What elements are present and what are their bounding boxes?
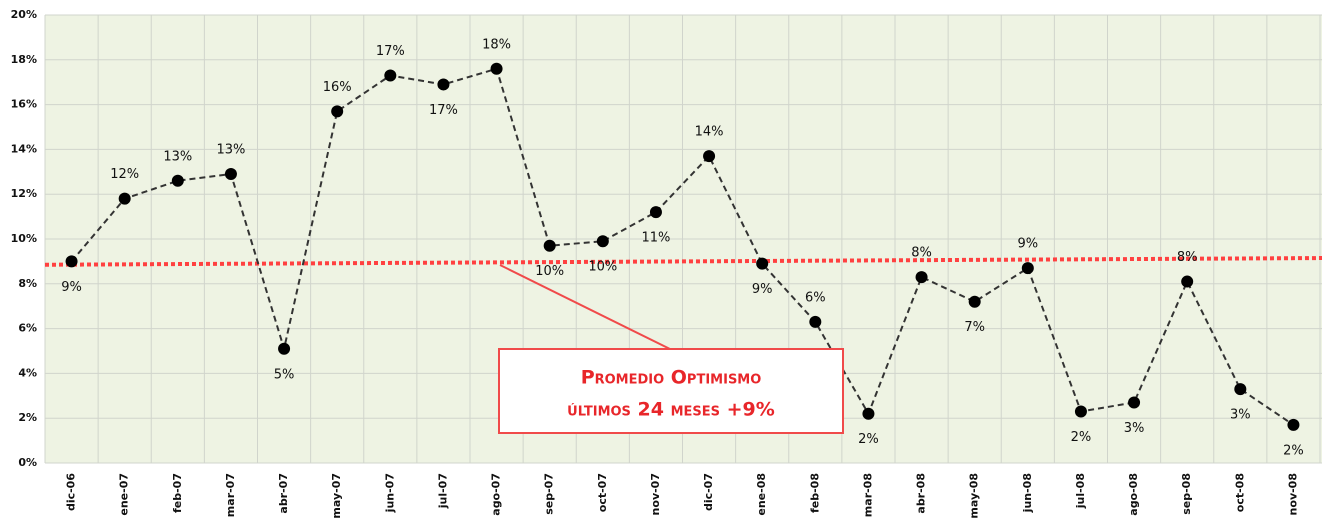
x-tick-label: sep-07 <box>543 473 556 515</box>
data-label: 13% <box>163 149 192 164</box>
data-point <box>915 271 928 284</box>
data-label: 18% <box>482 37 511 52</box>
data-point <box>1128 396 1141 409</box>
data-point <box>490 62 503 75</box>
data-label: 5% <box>274 367 295 382</box>
data-point <box>703 150 716 163</box>
y-tick-label: 4% <box>18 366 37 379</box>
x-tick-label: sep-08 <box>1180 473 1193 515</box>
data-label: 2% <box>1283 443 1304 458</box>
data-label: 14% <box>695 125 724 140</box>
x-tick-label: dic-07 <box>702 473 715 511</box>
annotation-pointer <box>499 264 671 350</box>
x-tick-label: jul-07 <box>436 473 449 509</box>
data-point <box>968 295 981 308</box>
data-point <box>65 255 78 268</box>
x-tick-label: jul-08 <box>1074 473 1087 509</box>
data-point <box>224 168 237 181</box>
data-label: 3% <box>1230 408 1251 423</box>
data-point <box>171 174 184 187</box>
data-label: 13% <box>216 143 245 158</box>
data-point <box>809 315 822 328</box>
y-tick-label: 2% <box>18 411 37 424</box>
x-tick-label: abr-08 <box>915 473 928 514</box>
y-tick-label: 12% <box>11 187 37 200</box>
x-tick-label: mar-08 <box>861 473 874 517</box>
data-point <box>1181 275 1194 288</box>
data-point <box>278 342 291 355</box>
y-tick-label: 0% <box>18 456 37 469</box>
data-point <box>756 257 769 270</box>
data-point <box>1021 262 1034 275</box>
x-tick-label: jun-07 <box>383 473 396 513</box>
y-tick-label: 20% <box>11 8 37 21</box>
data-label: 8% <box>1177 250 1198 265</box>
data-label: 9% <box>752 282 773 297</box>
data-point <box>118 192 131 205</box>
x-tick-label: ago-08 <box>1127 473 1140 516</box>
x-tick-label: ene-08 <box>755 473 768 516</box>
data-point <box>596 235 609 248</box>
y-tick-label: 6% <box>18 322 37 335</box>
x-tick-label: dic-06 <box>65 473 78 511</box>
x-tick-label: may-08 <box>968 473 981 519</box>
data-label: 2% <box>1071 430 1092 445</box>
x-tick-label: feb-08 <box>808 473 821 513</box>
x-tick-label: oct-08 <box>1233 473 1246 512</box>
annotation-text: Promedio Optimismo <box>581 367 762 389</box>
data-point <box>1234 383 1247 396</box>
data-point <box>437 78 450 91</box>
data-label: 6% <box>805 290 826 305</box>
data-label: 7% <box>964 320 985 335</box>
data-point <box>384 69 397 82</box>
data-label: 8% <box>911 246 932 261</box>
y-tick-label: 14% <box>11 142 37 155</box>
x-tick-label: ene-07 <box>118 473 131 516</box>
data-point <box>1074 405 1087 418</box>
y-tick-label: 8% <box>18 277 37 290</box>
x-tick-label: nov-07 <box>649 473 662 515</box>
data-label: 9% <box>61 280 82 295</box>
annotation-text: últimos 24 meses +9% <box>567 399 775 421</box>
x-tick-label: abr-07 <box>277 473 290 514</box>
data-label: 12% <box>110 167 139 182</box>
data-label: 10% <box>588 260 617 275</box>
data-label: 2% <box>858 432 879 447</box>
x-tick-label: mar-07 <box>224 473 237 517</box>
x-tick-label: may-07 <box>330 473 343 519</box>
series-line <box>70 67 1294 426</box>
data-label: 10% <box>535 264 564 279</box>
x-tick-label: nov-08 <box>1286 473 1299 515</box>
x-tick-label: ago-07 <box>490 473 503 516</box>
data-label: 9% <box>1018 237 1039 252</box>
y-tick-label: 18% <box>11 53 37 66</box>
x-tick-label: feb-07 <box>171 473 184 513</box>
y-tick-label: 10% <box>11 232 37 245</box>
annotation-box <box>498 348 844 434</box>
data-point <box>543 239 556 252</box>
x-tick-label: oct-07 <box>596 473 609 512</box>
y-tick-label: 16% <box>11 98 37 111</box>
data-label: 3% <box>1124 421 1145 436</box>
data-point <box>331 105 344 118</box>
data-label: 11% <box>641 231 670 246</box>
data-label: 17% <box>376 44 405 59</box>
x-tick-label: jun-08 <box>1021 473 1034 513</box>
data-point <box>1287 418 1300 431</box>
data-label: 16% <box>323 80 352 95</box>
data-label: 17% <box>429 103 458 118</box>
data-point <box>862 407 875 420</box>
data-point <box>649 206 662 219</box>
